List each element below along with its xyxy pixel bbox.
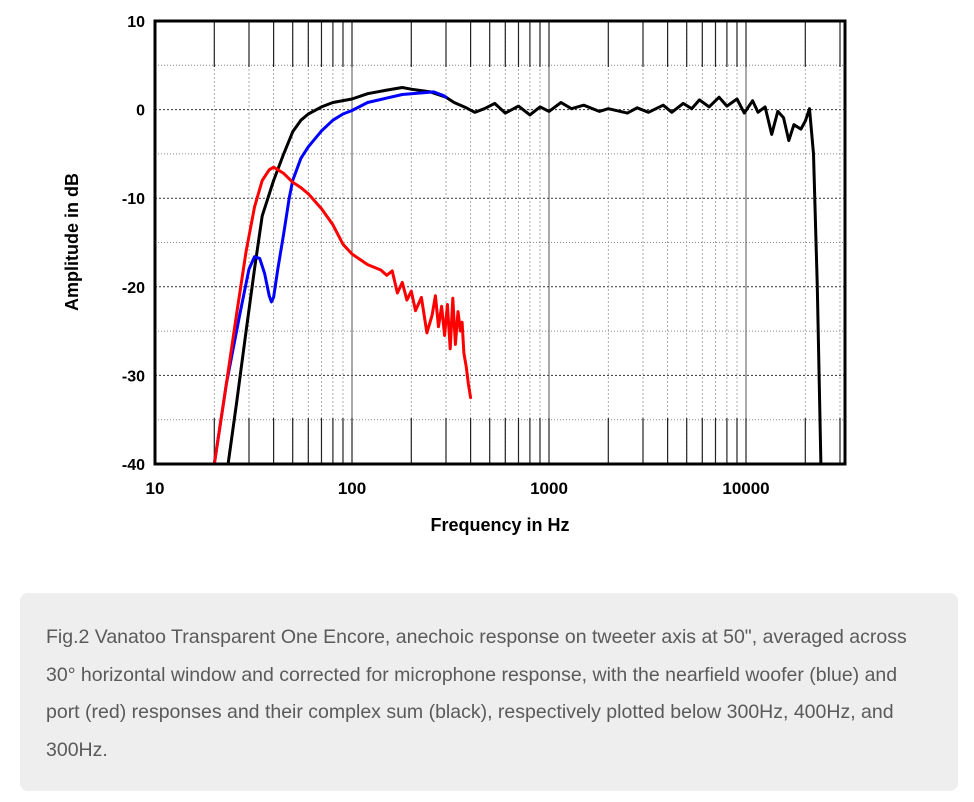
y-tick-label: 10: [127, 14, 145, 31]
chart-series: [212, 86, 823, 466]
y-tick-label: -20: [122, 280, 145, 297]
y-tick-label: -30: [122, 368, 145, 385]
figure-caption-box: Fig.2 Vanatoo Transparent One Encore, an…: [20, 593, 958, 791]
x-tick-label: 100: [338, 479, 366, 498]
y-axis-label: Amplitude in dB: [62, 173, 82, 311]
x-axis-label: Frequency in Hz: [430, 515, 569, 535]
x-tick-label: 10: [146, 479, 165, 498]
x-tick-label: 10000: [722, 479, 769, 498]
series-line-black: [226, 86, 823, 466]
figure-caption: Fig.2 Vanatoo Transparent One Encore, an…: [46, 626, 907, 761]
x-tick-label: 1000: [530, 479, 568, 498]
series-line-red: [212, 165, 473, 466]
y-tick-label: 0: [136, 103, 145, 120]
y-tick-label: -10: [122, 191, 145, 208]
chart-grid: [155, 21, 845, 464]
y-tick-label: -40: [122, 457, 145, 474]
plot-frame: [153, 19, 847, 466]
series-line-blue: [212, 90, 448, 466]
